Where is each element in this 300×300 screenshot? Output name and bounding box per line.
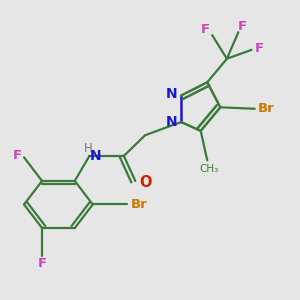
Text: N: N [90, 149, 101, 163]
Text: Br: Br [131, 198, 148, 211]
Text: F: F [38, 257, 46, 270]
Text: O: O [139, 175, 151, 190]
Text: F: F [12, 149, 21, 162]
Text: Br: Br [258, 102, 274, 115]
Text: N: N [166, 115, 177, 129]
Text: CH₃: CH₃ [199, 164, 218, 173]
Text: F: F [200, 23, 209, 36]
Text: F: F [255, 42, 264, 55]
Text: F: F [238, 20, 247, 33]
Text: N: N [166, 87, 177, 101]
Text: H: H [83, 142, 92, 155]
